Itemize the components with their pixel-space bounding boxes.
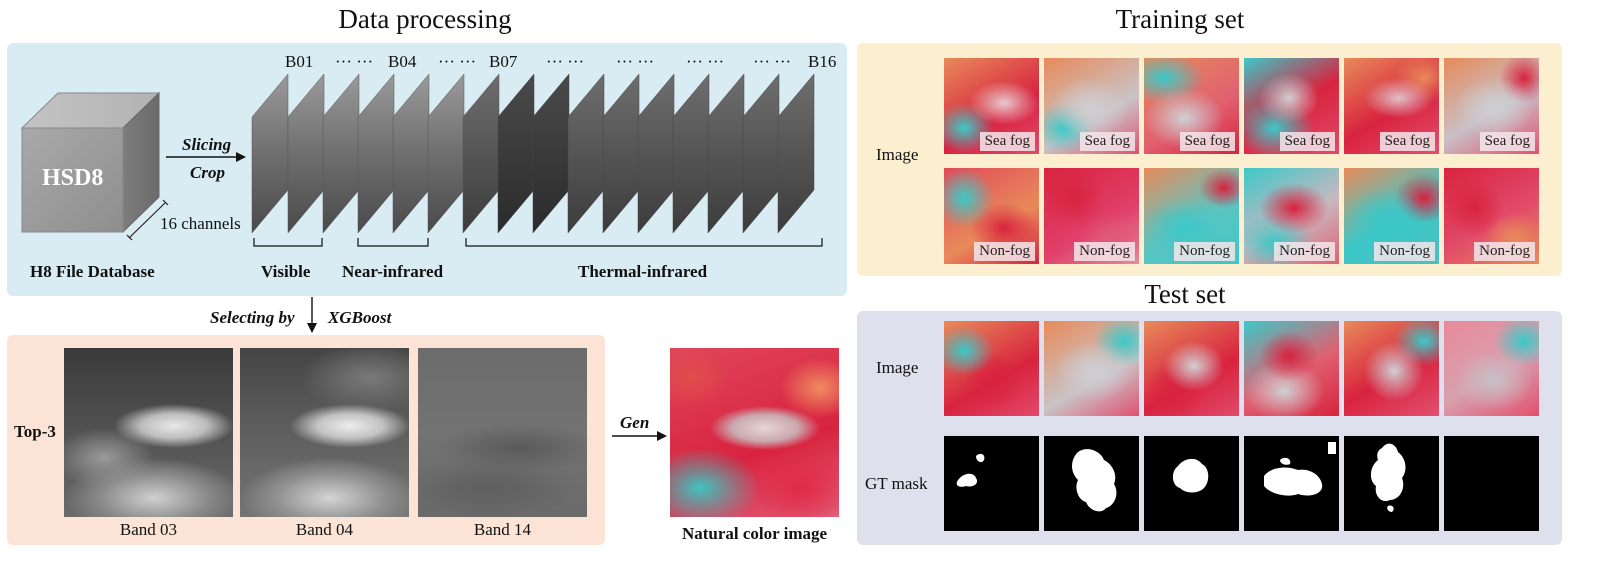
band-14-image <box>418 348 587 517</box>
hsd8-label: HSD8 <box>42 165 104 191</box>
band-label-dots: ··· ··· <box>616 52 655 71</box>
test-set-title: Test set <box>1144 279 1226 309</box>
selecting-by-label: Selecting by <box>210 308 295 327</box>
test-image-thumb <box>1144 321 1239 416</box>
band-label-b01: B01 <box>285 52 314 71</box>
non-fog-tag: Non-fog <box>1274 242 1335 261</box>
training-non-fog-thumb: Non-fog <box>1244 168 1339 264</box>
band-03-caption: Band 03 <box>119 520 178 539</box>
sea-fog-tag: Sea fog <box>1379 132 1435 151</box>
selecting-arrow <box>307 297 317 333</box>
test-image-label: Image <box>876 358 919 377</box>
training-non-fog-thumb: Non-fog <box>1044 168 1139 264</box>
band-label-b04: B04 <box>388 52 417 71</box>
training-non-fog-thumb: Non-fog <box>1344 168 1439 264</box>
natural-color-caption: Natural color image <box>681 524 828 543</box>
near-infrared-group-label: Near-infrared <box>342 262 444 281</box>
training-non-fog-thumb: Non-fog <box>944 168 1039 264</box>
test-image-thumb <box>1344 321 1439 416</box>
band-04-caption: Band 04 <box>295 520 354 539</box>
non-fog-tag: Non-fog <box>1074 242 1135 261</box>
training-sea-fog-thumb: Sea fog <box>1444 58 1539 154</box>
sea-fog-tag: Sea fog <box>1279 132 1335 151</box>
band-label-dots: ··· ··· <box>335 52 374 71</box>
training-set-title: Training set <box>1115 4 1245 34</box>
band-slabs <box>251 73 815 234</box>
training-non-fog-thumb: Non-fog <box>1444 168 1539 264</box>
natural-color-image <box>670 348 839 517</box>
band-label-dots: ··· ··· <box>546 52 585 71</box>
gt-mask-thumb <box>1344 436 1439 531</box>
sea-fog-tag: Sea fog <box>1179 132 1235 151</box>
sea-fog-tag: Sea fog <box>1079 132 1135 151</box>
band-14-caption: Band 14 <box>473 520 532 539</box>
sea-fog-tag: Sea fog <box>1479 132 1535 151</box>
non-fog-tag: Non-fog <box>1174 242 1235 261</box>
xgboost-label: XGBoost <box>328 308 392 327</box>
test-image-thumb <box>1444 321 1539 416</box>
top3-label: Top-3 <box>14 422 56 441</box>
band-04-image <box>240 348 409 517</box>
non-fog-tag: Non-fog <box>1374 242 1435 261</box>
test-image-thumb <box>1044 321 1139 416</box>
training-sea-fog-thumb: Sea fog <box>944 58 1039 154</box>
gt-mask-thumb <box>1144 436 1239 531</box>
channels-label: 16 channels <box>160 214 241 233</box>
slicing-arrow <box>166 152 246 162</box>
gt-mask-label: GT mask <box>865 474 928 493</box>
training-sea-fog-thumb: Sea fog <box>1244 58 1339 154</box>
data-processing-title: Data processing <box>338 4 512 34</box>
hsd8-cube <box>20 91 169 241</box>
test-image-thumb <box>944 321 1039 416</box>
slicing-label: Slicing <box>182 135 232 154</box>
training-sea-fog-thumb: Sea fog <box>1344 58 1439 154</box>
non-fog-tag: Non-fog <box>974 242 1035 261</box>
band-label-dots: ··· ··· <box>753 52 792 71</box>
gt-mask-thumb <box>1044 436 1139 531</box>
gt-mask-thumb <box>944 436 1039 531</box>
gt-mask-thumb <box>1244 436 1339 531</box>
non-fog-tag: Non-fog <box>1474 242 1535 261</box>
band-label-b07: B07 <box>489 52 518 71</box>
gt-mask-thumb <box>1444 436 1539 531</box>
test-image-thumb <box>1244 321 1339 416</box>
gen-label: Gen <box>620 413 650 432</box>
band-label-dots: ··· ··· <box>686 52 725 71</box>
training-non-fog-thumb: Non-fog <box>1144 168 1239 264</box>
band-label-b16: B16 <box>808 52 837 71</box>
sea-fog-tag: Sea fog <box>979 132 1035 151</box>
band-label-dots: ··· ··· <box>438 52 477 71</box>
database-caption: H8 File Database <box>30 262 155 281</box>
visible-group-label: Visible <box>261 262 311 281</box>
training-sea-fog-thumb: Sea fog <box>1044 58 1139 154</box>
band-03-image <box>64 348 233 517</box>
crop-label: Crop <box>190 163 225 182</box>
training-sea-fog-thumb: Sea fog <box>1144 58 1239 154</box>
training-image-label: Image <box>876 145 919 164</box>
gen-arrow <box>612 431 667 441</box>
group-brackets <box>253 238 823 247</box>
thermal-infrared-group-label: Thermal-infrared <box>578 262 708 281</box>
